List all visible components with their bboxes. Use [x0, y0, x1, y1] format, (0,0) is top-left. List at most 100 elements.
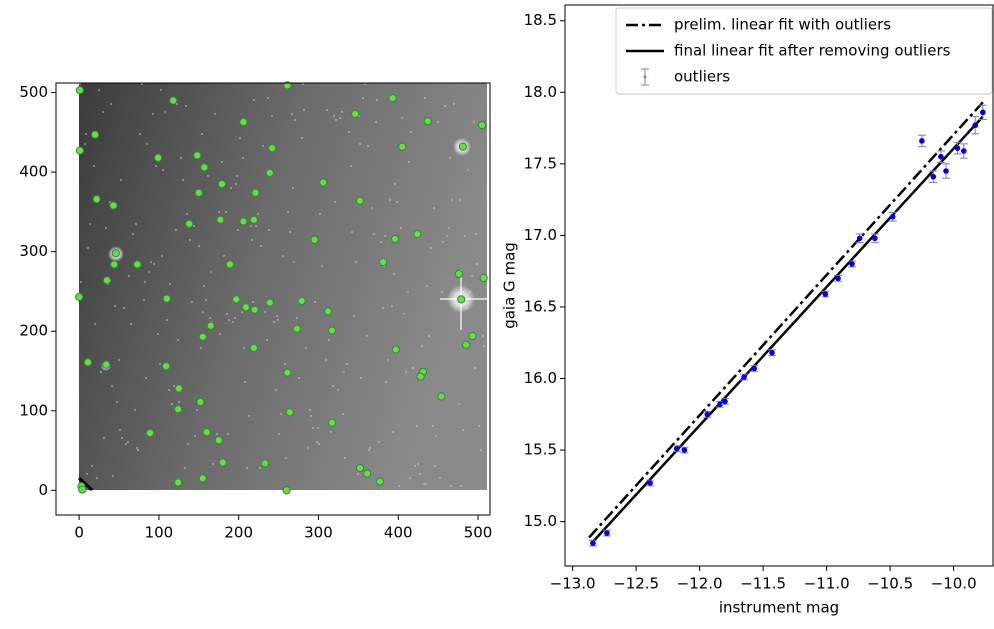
- data-point: [972, 122, 979, 129]
- edge-artifact: [77, 476, 94, 492]
- background-star: [271, 115, 273, 117]
- background-star: [273, 321, 275, 323]
- x-tick-label: 0: [74, 524, 84, 542]
- background-star: [252, 301, 254, 303]
- background-star: [216, 433, 218, 435]
- detected-source: [423, 117, 432, 126]
- background-star: [359, 143, 361, 145]
- background-star: [235, 183, 237, 185]
- background-star: [226, 313, 228, 315]
- detected-source: [310, 235, 319, 244]
- background-star: [87, 247, 89, 249]
- background-star: [175, 229, 177, 231]
- background-star: [316, 441, 318, 443]
- background-star: [426, 285, 428, 287]
- background-star: [185, 105, 187, 107]
- background-star: [408, 161, 410, 163]
- background-star: [353, 315, 355, 317]
- background-star: [289, 231, 291, 233]
- background-star: [401, 117, 403, 119]
- legend-label: prelim. linear fit with outliers: [674, 16, 891, 34]
- detected-source: [239, 117, 248, 127]
- background-star: [450, 485, 452, 487]
- data-point: [681, 447, 688, 453]
- background-star: [275, 389, 277, 391]
- data-point: [930, 173, 937, 180]
- detected-source: [283, 81, 292, 90]
- detected-source: [241, 303, 250, 312]
- background-star: [284, 363, 286, 365]
- detected-source: [398, 142, 407, 151]
- background-star: [325, 359, 327, 361]
- background-star: [139, 133, 141, 135]
- background-star: [287, 211, 289, 213]
- background-star: [268, 229, 270, 231]
- background-star: [375, 121, 377, 123]
- background-star: [228, 319, 230, 321]
- detected-source: [413, 230, 422, 239]
- background-star: [236, 175, 238, 177]
- background-star: [393, 273, 395, 275]
- background-star: [449, 157, 451, 159]
- background-star: [391, 305, 393, 307]
- detected-source: [174, 384, 183, 393]
- background-star: [407, 291, 409, 293]
- detected-source: [260, 459, 270, 468]
- background-star: [171, 403, 173, 405]
- data-point: [717, 401, 723, 408]
- background-star: [162, 169, 164, 171]
- x-tick-label: 500: [464, 524, 493, 542]
- background-star: [85, 133, 87, 135]
- background-star: [102, 111, 104, 113]
- fit-line: [588, 101, 984, 539]
- detected-source: [90, 130, 100, 139]
- background-star: [277, 319, 279, 321]
- background-star: [189, 239, 191, 241]
- detected-source: [206, 321, 215, 330]
- background-star: [153, 263, 155, 265]
- background-star: [328, 339, 330, 341]
- x-tick-label: −13.0: [550, 575, 596, 593]
- background-star: [314, 301, 316, 303]
- background-star: [360, 377, 362, 379]
- background-star: [369, 447, 371, 449]
- image: [79, 83, 487, 490]
- y-tick-label: 17.0: [524, 226, 557, 244]
- detected-source: [319, 178, 328, 187]
- background-star: [86, 473, 88, 475]
- detected-source: [232, 295, 241, 304]
- detected-source: [75, 146, 85, 155]
- background-star: [310, 415, 312, 417]
- detected-source: [249, 343, 258, 353]
- detected-source: [217, 179, 227, 189]
- background-star: [141, 83, 143, 85]
- detected-source: [200, 163, 209, 172]
- background-star: [234, 317, 236, 319]
- background-star: [302, 83, 304, 85]
- axes-frame: [564, 4, 994, 567]
- detected-source: [351, 109, 360, 119]
- detected-source: [355, 463, 365, 473]
- background-star: [132, 233, 134, 235]
- background-star: [262, 145, 264, 147]
- background-star: [444, 105, 446, 107]
- y-tick-label: 400: [19, 163, 48, 181]
- background-star: [305, 347, 307, 349]
- detected-source: [173, 478, 183, 487]
- x-tick-label: −12.0: [677, 575, 723, 593]
- background-star: [394, 183, 396, 185]
- detected-source: [391, 345, 400, 354]
- background-star: [364, 83, 366, 85]
- background-star: [191, 301, 193, 303]
- background-star: [180, 157, 182, 159]
- background-star: [118, 359, 120, 361]
- background-star: [93, 165, 95, 167]
- background-star: [119, 429, 121, 431]
- background-star: [89, 223, 91, 225]
- background-star: [475, 233, 477, 235]
- background-star: [223, 255, 225, 257]
- data-point: [673, 445, 680, 452]
- data-point: [889, 214, 896, 220]
- background-star: [482, 335, 484, 337]
- background-star: [293, 261, 295, 263]
